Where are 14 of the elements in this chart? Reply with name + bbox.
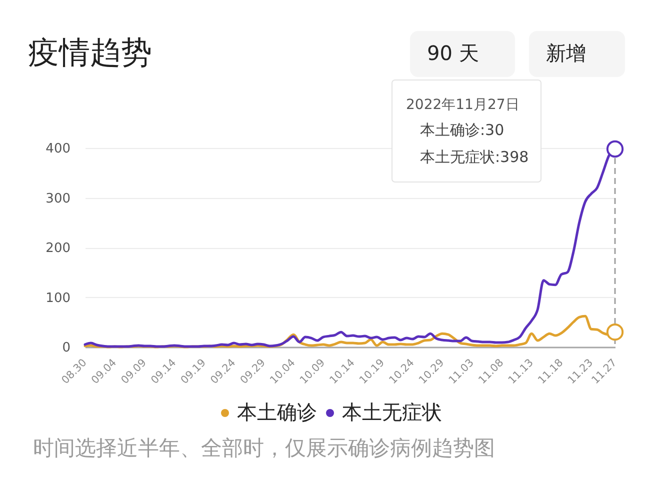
text: 新增 (546, 41, 586, 65)
y-tick-label: 200 (46, 241, 70, 256)
chart-title: 疫情趋势 (28, 35, 152, 71)
y-tick-label: 0 (62, 340, 70, 356)
text: 90 天 (427, 41, 479, 65)
text: 时间选择近半年、全部时，仅展示确诊病例趋势图 (33, 436, 495, 460)
annotation: 本土无症状:398 (420, 148, 529, 166)
legend-label: 本土无症状 (342, 400, 442, 424)
y-tick-label: 300 (46, 191, 70, 206)
y-tick-label: 100 (46, 290, 70, 306)
text: 2022年11月27日 (406, 97, 520, 113)
text: 本土确诊:30 (420, 121, 504, 139)
y-tick-label: 400 (46, 142, 70, 156)
legend-label: 本土确诊 (237, 400, 317, 424)
